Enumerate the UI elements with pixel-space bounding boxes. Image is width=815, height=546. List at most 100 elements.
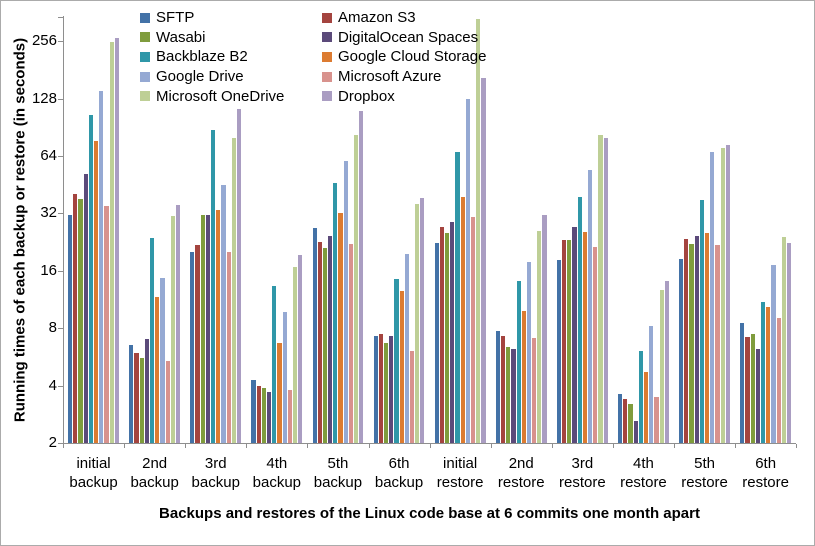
dropbox-bar <box>603 138 608 443</box>
wasabi-bar <box>506 346 511 443</box>
dropbox-bar <box>420 198 425 443</box>
google-drive-bar <box>649 326 654 443</box>
dropbox-bar <box>542 215 547 443</box>
google-cloud-storage-bar <box>216 210 221 443</box>
bar-cluster-3rd-restore <box>552 17 613 443</box>
google-cloud-storage-bar <box>94 140 99 443</box>
wasabi-bar <box>567 240 572 443</box>
sftp-bar <box>312 228 317 443</box>
y-tick-mark <box>58 156 63 157</box>
dropbox-bar <box>481 77 486 443</box>
y-tick-label: 64 <box>40 147 57 164</box>
sftp-bar <box>68 214 73 443</box>
legend-label: DigitalOcean Spaces <box>338 28 479 46</box>
legend-swatch-icon <box>322 71 332 82</box>
y-tick-mark <box>58 443 63 444</box>
y-axis-line <box>63 16 64 444</box>
backblaze-b2-bar <box>272 285 277 443</box>
amazon-s3-bar <box>317 241 322 443</box>
dropbox-bar <box>725 145 730 443</box>
amazon-s3-bar <box>439 226 445 443</box>
x-category-label-line: 4th <box>633 455 654 472</box>
x-tick-mark <box>307 444 309 448</box>
bar-cluster-5th-backup <box>307 17 368 443</box>
x-category-label-line: backup <box>191 474 240 491</box>
legend-label: Amazon S3 <box>338 9 416 27</box>
backblaze-b2-bar <box>394 278 399 443</box>
microsoft-azure-bar <box>226 251 231 443</box>
backblaze-b2-bar <box>88 115 94 443</box>
digitalocean-spaces-bar <box>389 335 394 443</box>
microsoft-azure-bar <box>409 350 415 443</box>
y-tick-mark <box>58 328 63 330</box>
google-drive-bar <box>465 98 471 443</box>
digitalocean-spaces-bar <box>694 235 699 443</box>
dropbox-bar <box>298 254 303 443</box>
y-tick-label: 128 <box>31 89 57 107</box>
microsoft-onedrive-bar <box>415 204 420 443</box>
legend-swatch-icon <box>322 32 332 43</box>
microsoft-azure-bar <box>348 244 353 443</box>
google-drive-bar <box>771 265 776 443</box>
y-tick-mark <box>58 17 63 18</box>
sftp-bar <box>740 323 745 443</box>
x-category-label-line: 3rd <box>571 455 594 472</box>
microsoft-onedrive-bar <box>354 135 359 443</box>
bar-cluster-2nd-restore <box>491 17 552 443</box>
legend-swatch-icon <box>322 51 332 62</box>
x-category-label-line: 5th <box>694 455 715 472</box>
wasabi-bar <box>628 404 633 443</box>
google-cloud-storage-bar <box>155 296 160 443</box>
dropbox-bar <box>114 38 119 443</box>
legend-item-microsoft-onedrive: Microsoft OneDrive <box>140 86 284 106</box>
wasabi-bar <box>261 387 266 443</box>
digitalocean-spaces-bar <box>144 339 149 443</box>
google-drive-bar <box>160 278 165 443</box>
backblaze-b2-bar <box>760 301 766 443</box>
legend-label: Microsoft OneDrive <box>156 87 285 105</box>
google-cloud-storage-bar <box>643 372 649 443</box>
backblaze-b2-bar <box>516 280 521 443</box>
microsoft-onedrive-bar <box>476 18 481 443</box>
y-tick-mark <box>58 98 63 100</box>
y-tick-label: 16 <box>40 261 57 279</box>
y-tick-label: 2 <box>48 434 57 451</box>
x-category-label-line: restore <box>497 474 545 491</box>
microsoft-onedrive-bar <box>109 41 114 443</box>
x-category-label-line: restore <box>681 474 728 491</box>
digitalocean-spaces-bar <box>755 349 760 443</box>
microsoft-onedrive-bar <box>598 135 603 443</box>
x-tick-mark <box>368 444 370 448</box>
x-axis-title: Backups and restores of the Linux code b… <box>159 505 700 522</box>
bar-cluster-3rd-backup <box>185 17 246 443</box>
amazon-s3-bar <box>623 399 628 443</box>
wasabi-bar <box>78 199 83 443</box>
x-category-label-line: restore <box>436 474 484 491</box>
google-cloud-storage-bar <box>582 231 588 443</box>
amazon-s3-bar <box>73 193 78 443</box>
x-tick-mark <box>124 444 126 448</box>
google-cloud-storage-bar <box>521 310 526 443</box>
google-cloud-storage-bar <box>338 213 343 443</box>
backblaze-b2-bar <box>211 129 216 443</box>
microsoft-azure-bar <box>532 338 537 443</box>
legend-item-amazon-s3: Amazon S3 <box>322 8 486 28</box>
wasabi-bar <box>200 214 205 443</box>
microsoft-onedrive-bar <box>781 236 786 443</box>
x-tick-mark <box>429 444 431 448</box>
x-category-label: initial backup <box>57 454 130 492</box>
microsoft-onedrive-bar <box>231 138 236 443</box>
bar-cluster-6th-backup <box>369 17 430 443</box>
bar-cluster-initial-restore <box>430 17 491 443</box>
amazon-s3-bar <box>195 245 200 443</box>
sftp-bar <box>434 242 439 443</box>
microsoft-onedrive-bar <box>537 230 542 443</box>
legend-column: Amazon S3 DigitalOcean Spaces Google Cloud… <box>322 8 486 106</box>
sftp-bar <box>190 251 195 443</box>
x-category-label-line: 5th <box>327 455 349 472</box>
x-category-label: 5th restore <box>668 454 741 492</box>
google-drive-bar <box>710 152 715 443</box>
dropbox-bar <box>359 111 364 443</box>
digitalocean-spaces-bar <box>83 174 88 443</box>
